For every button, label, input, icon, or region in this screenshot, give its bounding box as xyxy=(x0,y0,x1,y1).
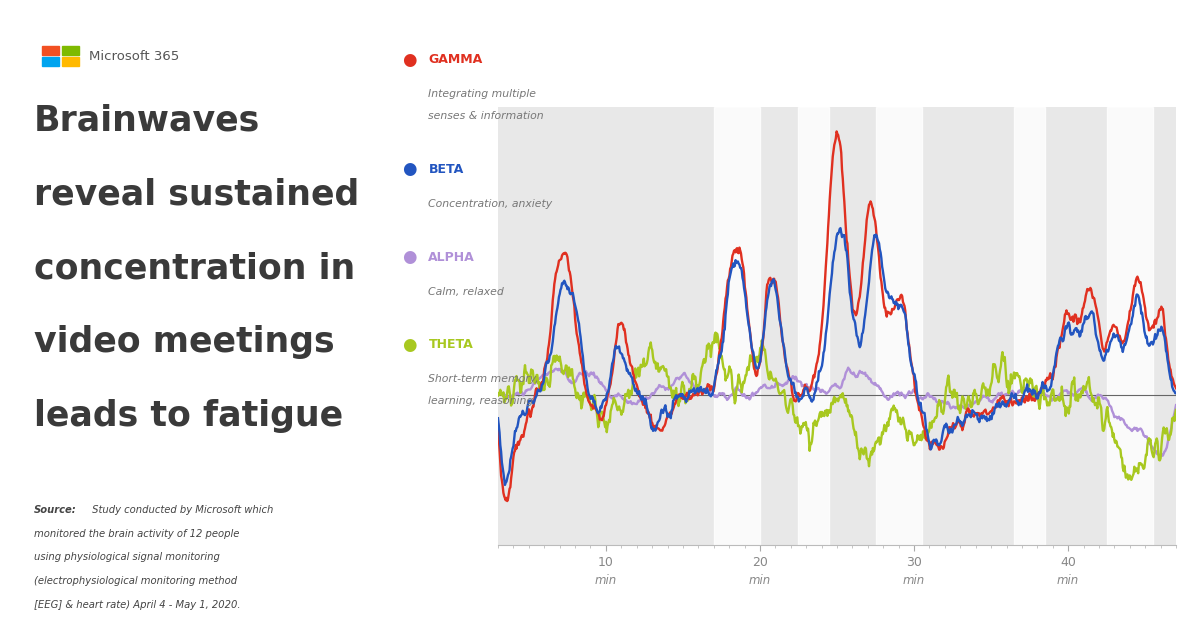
Text: Brainwaves: Brainwaves xyxy=(34,103,260,137)
Text: GAMMA: GAMMA xyxy=(428,53,482,66)
Bar xyxy=(798,107,829,545)
Text: senses & information: senses & information xyxy=(428,111,544,121)
Text: ●: ● xyxy=(402,336,416,354)
Text: ●: ● xyxy=(402,51,416,68)
Text: min: min xyxy=(749,574,772,587)
Text: Study conducted by Microsoft which: Study conducted by Microsoft which xyxy=(89,505,274,515)
Text: BETA: BETA xyxy=(428,163,463,176)
Text: Short-term memory,: Short-term memory, xyxy=(428,374,539,384)
Text: concentration in: concentration in xyxy=(34,251,355,285)
Text: min: min xyxy=(1057,574,1079,587)
Text: monitored the brain activity of 12 people: monitored the brain activity of 12 peopl… xyxy=(34,529,239,539)
Text: video meetings: video meetings xyxy=(34,325,335,359)
Text: Source:: Source: xyxy=(34,505,77,515)
Text: [EEG] & heart rate) April 4 - May 1, 2020.: [EEG] & heart rate) April 4 - May 1, 202… xyxy=(34,600,240,610)
Text: (electrophysiological monitoring method: (electrophysiological monitoring method xyxy=(34,576,236,586)
Bar xyxy=(1106,107,1153,545)
Bar xyxy=(714,107,760,545)
Text: Integrating multiple: Integrating multiple xyxy=(428,89,536,99)
Text: ALPHA: ALPHA xyxy=(428,251,475,263)
Text: leads to fatigue: leads to fatigue xyxy=(34,399,343,433)
Text: min: min xyxy=(595,574,617,587)
Text: min: min xyxy=(902,574,925,587)
Bar xyxy=(1014,107,1045,545)
Text: THETA: THETA xyxy=(428,339,473,351)
Text: ●: ● xyxy=(402,161,416,178)
Text: ●: ● xyxy=(402,248,416,266)
Bar xyxy=(876,107,922,545)
Text: Calm, relaxed: Calm, relaxed xyxy=(428,287,504,297)
Text: reveal sustained: reveal sustained xyxy=(34,177,359,211)
Text: learning, reasoning: learning, reasoning xyxy=(428,396,534,406)
Text: Concentration, anxiety: Concentration, anxiety xyxy=(428,199,552,209)
Text: using physiological signal monitoring: using physiological signal monitoring xyxy=(34,552,220,562)
Text: Microsoft 365: Microsoft 365 xyxy=(89,50,179,63)
